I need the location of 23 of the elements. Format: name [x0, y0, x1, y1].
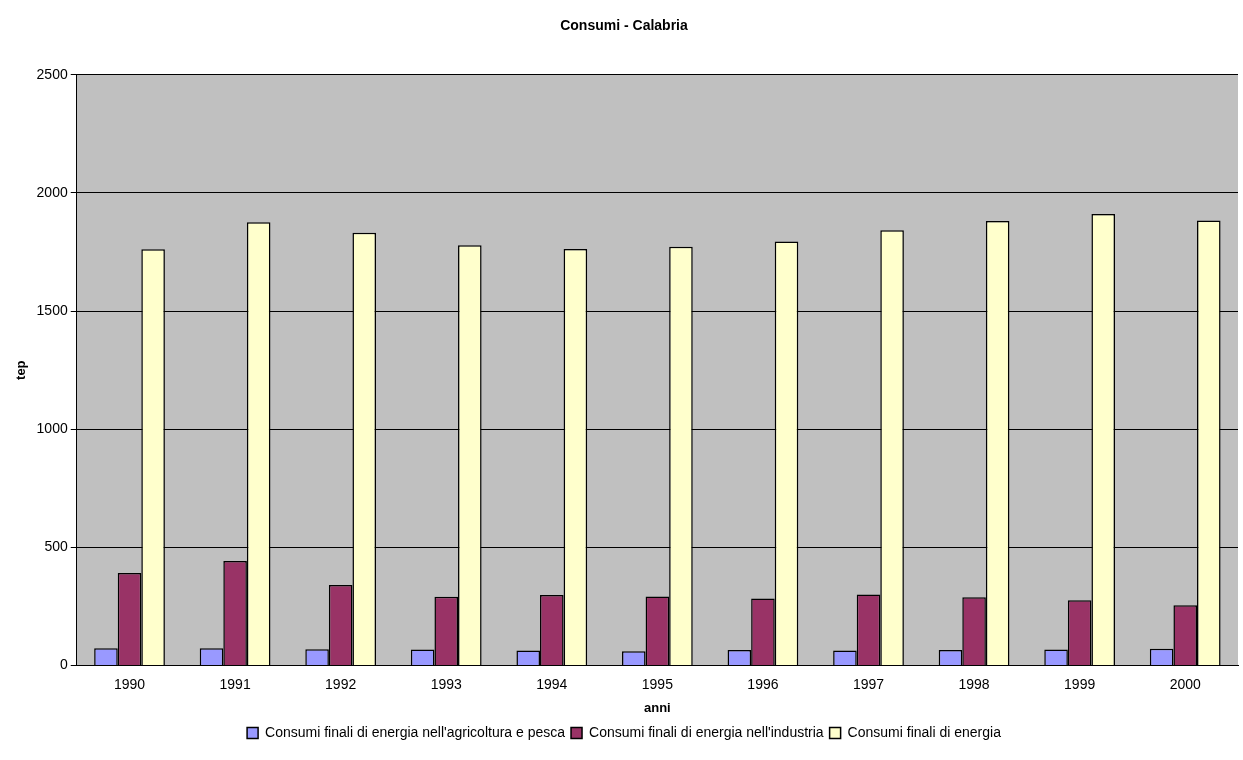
y-tick-label: 1500 [36, 301, 68, 318]
x-tick-label: 1993 [430, 675, 463, 692]
x-tick-label: 1997 [852, 675, 885, 692]
x-tick-label: 1995 [641, 675, 674, 692]
legend-label: Consumi finali di energia nell'agricoltura e pesca [265, 723, 566, 740]
y-tick-label: 0 [59, 656, 68, 673]
x-tick-label: 1991 [219, 675, 251, 692]
x-tick-label: 1994 [536, 675, 568, 692]
legend-label: Consumi finali di energia [847, 723, 1002, 740]
x-tick-label: 1992 [325, 675, 357, 692]
y-tick-label: 500 [44, 538, 68, 555]
x-tick-label: 1996 [747, 675, 779, 692]
y-axis-title: tep [13, 360, 29, 380]
x-tick-label: 1990 [113, 675, 146, 692]
x-tick-label: 1998 [958, 675, 990, 692]
x-axis-title: anni [644, 699, 671, 715]
chart-title: Consumi - Calabria [560, 17, 688, 34]
x-tick-label: 2000 [1169, 675, 1201, 692]
x-tick-label: 1999 [1064, 675, 1096, 692]
y-tick-label: 2500 [36, 65, 68, 82]
y-tick-label: 1000 [36, 420, 68, 437]
legend-label: Consumi finali di energia nell'industria [589, 723, 824, 740]
y-tick-label: 2000 [36, 183, 68, 200]
